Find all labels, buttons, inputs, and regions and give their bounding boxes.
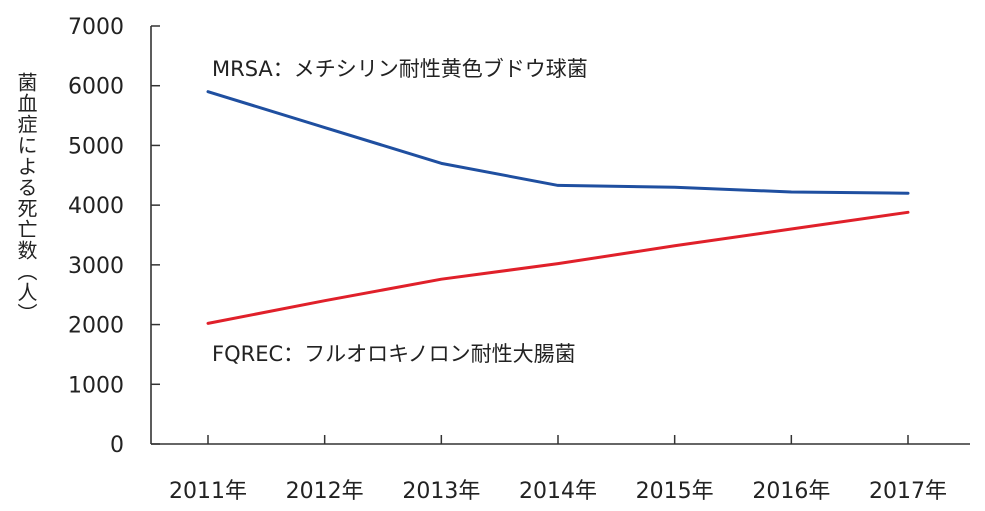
y-tick-label: 4000 <box>68 194 124 219</box>
series-lines <box>206 90 910 325</box>
data-point <box>207 322 210 325</box>
x-ticks: 2011年 2012年 2013年 2014年 2015年 2016年 2017年 <box>169 435 947 504</box>
data-point <box>323 299 326 302</box>
y-tick-label: 3000 <box>68 254 124 279</box>
series-label-mrsa: MRSA：メチシリン耐性黄色ブドウ球菌 <box>212 57 588 81</box>
x-tick-label: 2017年 <box>869 479 947 504</box>
data-point <box>207 90 210 93</box>
data-point <box>557 262 560 265</box>
series-line-1 <box>206 210 910 325</box>
series-line-0 <box>206 90 910 195</box>
x-tick-label: 2013年 <box>402 479 480 504</box>
y-tick-label: 2000 <box>68 314 124 339</box>
data-point <box>557 184 560 187</box>
data-point <box>790 191 793 194</box>
x-tick-label: 2011年 <box>169 479 247 504</box>
data-point <box>790 228 793 231</box>
y-tick-label: 6000 <box>68 75 124 100</box>
y-tick-label: 0 <box>110 433 124 458</box>
x-tick-label: 2015年 <box>636 479 714 504</box>
x-tick-label: 2016年 <box>752 479 830 504</box>
x-tick-label: 2014年 <box>519 479 597 504</box>
x-tick-label: 2012年 <box>286 479 364 504</box>
axes <box>150 26 970 445</box>
data-point <box>440 162 443 165</box>
data-point <box>440 278 443 281</box>
series-label-fqrec: FQREC：フルオロキノロン耐性大腸菌 <box>212 342 576 366</box>
y-tick-label: 7000 <box>68 15 124 40</box>
y-axis-label: 菌血症による死亡数（人） <box>14 72 38 324</box>
data-point <box>323 126 326 129</box>
data-point <box>907 211 910 214</box>
data-point <box>673 186 676 189</box>
data-point <box>907 192 910 195</box>
y-ticks: 0 1000 2000 3000 4000 5000 6000 7000 <box>68 15 160 458</box>
data-point <box>673 244 676 247</box>
y-tick-label: 5000 <box>68 134 124 159</box>
y-tick-label: 1000 <box>68 373 124 398</box>
